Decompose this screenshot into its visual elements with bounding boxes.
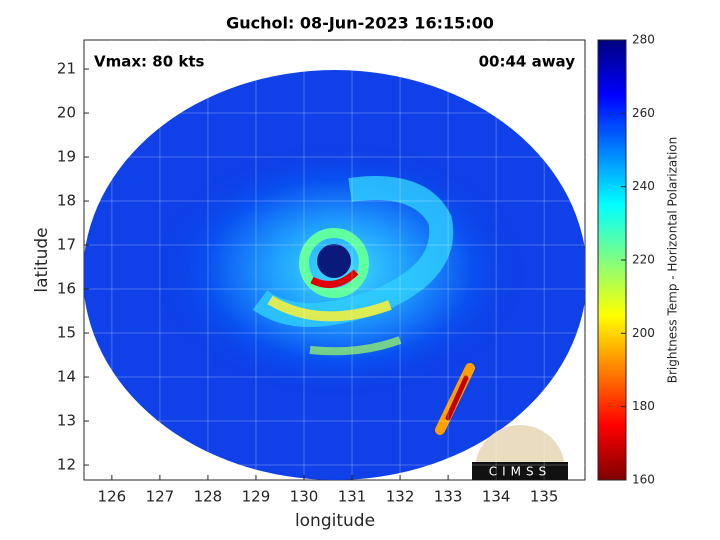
colorbar-tick-label: 200 — [632, 326, 655, 340]
x-tick-label: 134 — [482, 488, 511, 506]
annotation: 00:44 away — [479, 53, 576, 71]
y-tick-label: 20 — [57, 104, 76, 122]
chart-title: Guchol: 08-Jun-2023 16:15:00 — [226, 14, 494, 33]
y-tick-label: 17 — [57, 236, 76, 254]
y-tick-label: 14 — [57, 368, 76, 386]
x-tick-label: 128 — [194, 488, 223, 506]
rainband — [267, 295, 392, 322]
colorbar-tick-label: 160 — [632, 473, 655, 487]
x-tick-label: 130 — [290, 488, 319, 506]
colorbar-tick-label: 280 — [632, 33, 655, 47]
y-tick-label: 21 — [57, 60, 76, 78]
x-tick-label: 129 — [242, 488, 271, 506]
y-tick-label: 18 — [57, 192, 76, 210]
eyewall-core — [310, 269, 359, 288]
x-tick-label: 135 — [530, 488, 559, 506]
colorbar-tick-label: 180 — [632, 399, 655, 413]
x-axis-label: longitude — [295, 511, 375, 531]
colorbar-tick-label: 220 — [632, 253, 655, 267]
x-tick-label: 131 — [338, 488, 367, 506]
convection — [445, 375, 469, 421]
annotation: Vmax: 80 kts — [94, 53, 204, 71]
eyewall — [299, 228, 369, 298]
y-tick-label: 13 — [57, 412, 76, 430]
colorbar-label: Brightness Temp - Horizontal Polarizatio… — [666, 137, 680, 384]
x-tick-label: 127 — [146, 488, 175, 506]
y-tick-label: 19 — [57, 148, 76, 166]
logo-text: CIMSS — [489, 465, 552, 479]
eye — [317, 244, 351, 278]
image: CIMSS — [84, 70, 585, 480]
rainband — [309, 336, 402, 356]
y-tick-label: 16 — [57, 280, 76, 298]
x-tick-label: 126 — [98, 488, 127, 506]
y-tick-label: 12 — [57, 456, 76, 474]
colorbar-tick-label: 260 — [632, 106, 655, 120]
x-tick-label: 133 — [434, 488, 463, 506]
y-axis-label: latitude — [32, 227, 52, 292]
x-tick-label: 132 — [386, 488, 415, 506]
colorbar-tick-label: 240 — [632, 179, 655, 193]
y-tick-label: 15 — [57, 324, 76, 342]
